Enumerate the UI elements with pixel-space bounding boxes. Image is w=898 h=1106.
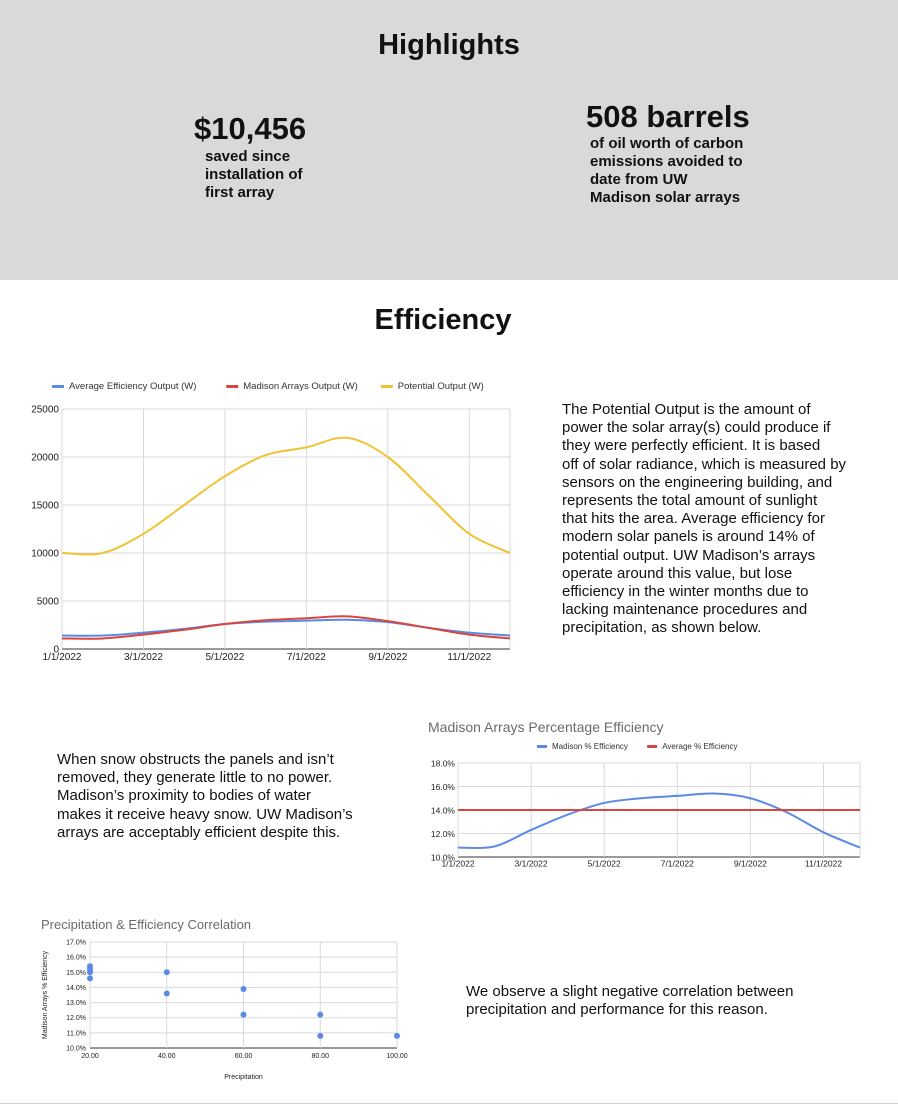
barrels-caption: of oil worth of carbon emissions avoided… (590, 135, 744, 206)
x-tick-label: 1/1/2022 (43, 652, 82, 663)
y-tick-label: 10000 (31, 549, 59, 560)
scatter-point (87, 975, 93, 982)
y-tick-label: 20000 (31, 453, 59, 464)
savings-caption: saved since installation of first array (205, 148, 303, 201)
scatter-point (240, 1011, 247, 1018)
x-tick-label: 9/1/2022 (734, 859, 767, 869)
bottom-divider (0, 1103, 898, 1104)
legend-swatch-0 (537, 745, 547, 748)
percentage-line-chart: 10.0% 12.0% 14.0% 16.0% 18.0% 1/1/2022 3/1/202… (431, 742, 861, 869)
y-tick-label: 14.0% (431, 806, 456, 816)
scatter-point (317, 1011, 324, 1018)
x-tick-label: 11/1/2022 (447, 652, 491, 663)
output-line-chart: 0 5000 10000 15000 20000 25000 1/1/2022 3/1/202… (31, 381, 511, 663)
x-tick-label: 40.00 (158, 1053, 176, 1060)
savings-value: $10,456 (194, 111, 307, 146)
series-line-0 (457, 792, 861, 850)
legend-swatch-1 (226, 385, 239, 388)
y-tick-label: 12.0% (431, 829, 456, 839)
correlation-note: We observe a slight negative correlation… (466, 983, 794, 1019)
series-line-2 (61, 436, 511, 556)
y-tick-label: 15000 (31, 501, 59, 512)
y-tick-label: 15.0% (66, 970, 86, 977)
x-tick-label: 1/1/2022 (441, 859, 474, 869)
potential-output-explanation: The Potential Output is the amount of po… (562, 401, 847, 637)
y-tick-label: 10.0% (431, 853, 456, 863)
scatter-point (240, 985, 247, 992)
y-tick-label: 16.0% (431, 782, 456, 792)
y-tick-label: 25000 (31, 405, 59, 416)
x-tick-label: 5/1/2022 (588, 859, 621, 869)
barrels-value: 508 barrels (586, 99, 750, 134)
y-tick-label: 11.0% (67, 1030, 86, 1037)
x-tick-label: 11/1/2022 (805, 859, 842, 869)
scatter-point (163, 990, 170, 997)
scatter-point (317, 1032, 324, 1039)
x-tick-label: 60.00 (235, 1053, 253, 1060)
scatter-chart-title: Precipitation & Efficiency Correlation (41, 917, 252, 932)
y-tick-label: 10.0% (66, 1046, 86, 1053)
highlights-title: Highlights (378, 29, 520, 61)
y-tick-label: 13.0% (66, 1000, 86, 1007)
legend-swatch-2 (380, 385, 393, 388)
x-tick-label: 7/1/2022 (661, 859, 694, 869)
y-tick-label: 14.0% (66, 985, 86, 992)
scatter-point (87, 969, 93, 976)
x-tick-label: 3/1/2022 (515, 859, 548, 869)
y-tick-label: 16.0% (66, 955, 86, 962)
y-tick-label: 0 (53, 645, 59, 656)
legend-label-1: Madison Arrays Output (W) (243, 381, 358, 392)
precipitation-scatter-chart: 10.0% 11.0% 12.0% 13.0% 14.0% 15.0% 16.0% 17.0%… (42, 940, 408, 1082)
legend-label-2: Potential Output (W) (398, 381, 484, 392)
snow-explanation: When snow obstructs the panels and isn’t… (57, 751, 353, 841)
x-tick-label: 5/1/2022 (205, 652, 244, 663)
series-line-1 (61, 615, 511, 640)
x-tick-label: 80.00 (311, 1053, 329, 1060)
scatter-point (394, 1032, 400, 1039)
scatter-point (163, 969, 170, 976)
x-tick-label: 20.00 (81, 1053, 99, 1060)
y-tick-label: 12.0% (66, 1015, 86, 1022)
y-tick-label: 17.0% (66, 940, 86, 947)
legend-label-0: Madison % Efficiency (552, 742, 628, 751)
percentage-chart-title: Madison Arrays Percentage Efficiency (428, 719, 664, 735)
series-line-0 (61, 618, 511, 637)
x-tick-label: 3/1/2022 (124, 652, 163, 663)
x-tick-label: 7/1/2022 (287, 652, 326, 663)
legend-swatch-0 (52, 385, 64, 388)
efficiency-title: Efficiency (374, 304, 512, 336)
y-tick-label: 5000 (37, 597, 60, 608)
legend-label-1: Average % Efficiency (662, 742, 737, 751)
x-axis-title: Precipitation (224, 1074, 263, 1081)
y-axis-title: Madison Arrays % Efficiency (42, 950, 49, 1039)
legend-swatch-1 (647, 745, 658, 748)
highlights-section (0, 0, 898, 280)
legend-label-0: Average Efficiency Output (W) (69, 381, 196, 392)
y-tick-label: 18.0% (431, 759, 456, 769)
x-tick-label: 100.00 (386, 1053, 408, 1060)
x-tick-label: 9/1/2022 (368, 652, 407, 663)
